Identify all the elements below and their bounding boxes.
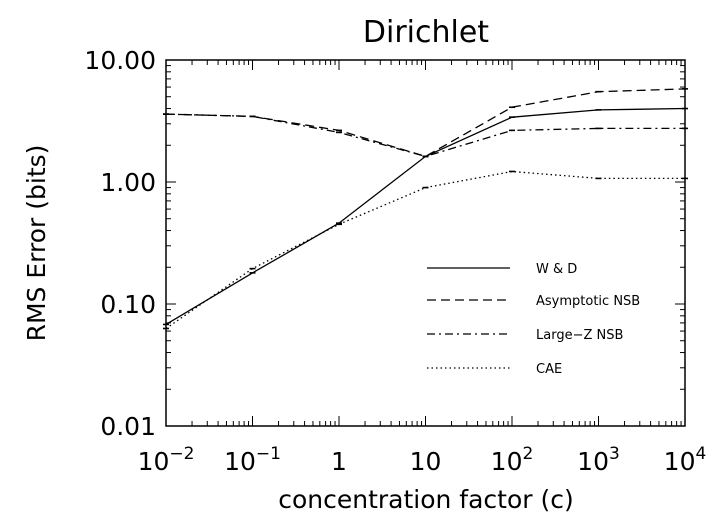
plot-frame [165, 59, 686, 427]
y-tick-label: 10.00 [84, 46, 156, 75]
legend-label-3: Large−Z NSB [536, 328, 623, 343]
y-tick-label: 0.01 [100, 412, 156, 441]
x-tick-label: 10 [410, 447, 442, 476]
legend-label-4: CAE [536, 362, 562, 377]
x-tick-label: 102 [491, 444, 534, 476]
legend-label-1: W & D [536, 262, 577, 277]
x-axis-label: concentration factor (c) [278, 485, 574, 514]
y-tick-label: 1.00 [100, 168, 156, 197]
x-tick-label: 10−2 [138, 444, 195, 476]
chart-title: Dirichlet [363, 15, 489, 50]
x-tick-label: 103 [577, 444, 620, 476]
x-tick-label: 1 [331, 447, 347, 476]
series-line-2 [165, 88, 686, 158]
x-tick-label: 104 [664, 444, 707, 476]
series-line-1 [165, 107, 686, 325]
legend-label-2: Asymptotic NSB [536, 294, 640, 309]
series-line-3 [165, 113, 685, 158]
x-tick-label: 10−1 [224, 444, 281, 476]
y-tick-label: 0.10 [100, 290, 156, 319]
y-axis-label: RMS Error (bits) [22, 145, 51, 342]
